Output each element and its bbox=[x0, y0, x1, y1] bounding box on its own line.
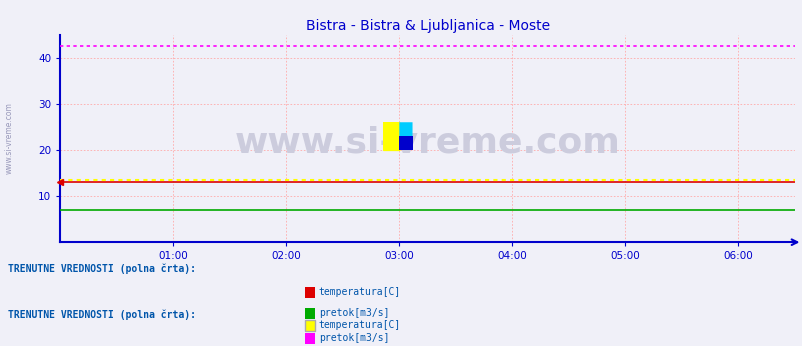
Title: Bistra - Bistra & Ljubljanica - Moste: Bistra - Bistra & Ljubljanica - Moste bbox=[305, 19, 549, 34]
Text: pretok[m3/s]: pretok[m3/s] bbox=[318, 334, 389, 343]
Text: pretok[m3/s]: pretok[m3/s] bbox=[318, 308, 389, 318]
Text: temperatura[C]: temperatura[C] bbox=[318, 320, 400, 330]
Polygon shape bbox=[399, 136, 412, 150]
Text: www.si-vreme.com: www.si-vreme.com bbox=[234, 126, 620, 160]
Text: TRENUTNE VREDNOSTI (polna črta):: TRENUTNE VREDNOSTI (polna črta): bbox=[8, 309, 196, 320]
Polygon shape bbox=[399, 122, 412, 150]
Text: TRENUTNE VREDNOSTI (polna črta):: TRENUTNE VREDNOSTI (polna črta): bbox=[8, 263, 196, 274]
Polygon shape bbox=[383, 122, 399, 150]
Text: temperatura[C]: temperatura[C] bbox=[318, 288, 400, 297]
Text: www.si-vreme.com: www.si-vreme.com bbox=[5, 102, 14, 174]
